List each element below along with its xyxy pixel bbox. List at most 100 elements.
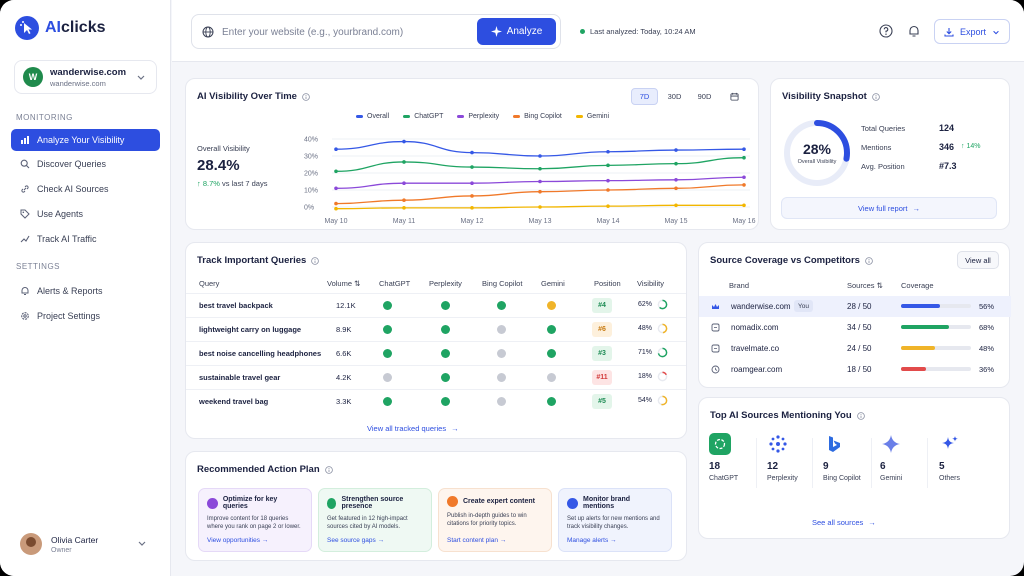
legend-swatch [513,115,521,118]
source-chatgpt[interactable]: 18 ChatGPT [709,433,769,482]
y-tick-label: 30% [304,154,318,161]
table-row[interactable]: best travel backpack 12.1K #4 62% [186,293,686,317]
check-icon [441,301,450,310]
view-all-button[interactable]: View all [957,251,999,269]
info-icon[interactable] [856,411,865,420]
table-row[interactable]: sustainable travel gear 4.2K #11 18% [186,365,686,389]
analyze-button[interactable]: Analyze [477,18,556,45]
export-button[interactable]: Export [934,19,1010,44]
bell-icon [21,287,29,295]
coverage-row[interactable]: wanderwise.com You 28 / 50 56% [699,296,1011,317]
volume-value: 4.2K [336,373,352,382]
source-name: Bing Copilot [823,475,861,482]
action-link[interactable]: See source gaps → [327,537,385,544]
legend-item[interactable]: Bing Copilot [513,113,562,120]
source-gemini[interactable]: 6 Gemini [880,433,940,482]
source-count: 5 [939,461,945,472]
action-card[interactable]: Optimize for key queries Improve content … [198,488,312,552]
stat-avg-position: Avg. Position #7.3 [861,161,957,171]
card-title: Visibility Snapshot [782,91,880,102]
header-volume[interactable]: Volume ⇅ [327,279,361,288]
table-row[interactable]: best noise cancelling headphones 6.6K #3 71… [186,341,686,365]
table-row[interactable]: weekend travel bag 3.3K #5 54% [186,389,686,413]
check-icon [441,373,450,382]
sidebar-item-sources[interactable]: Check AI Sources [11,178,160,200]
action-card[interactable]: Strengthen source presence Get featured i… [318,488,432,552]
bell-icon[interactable] [907,24,921,38]
minus-icon [497,325,506,334]
link-icon [21,185,29,193]
range-7d-button[interactable]: 7D [631,88,658,105]
see-all-sources-link[interactable]: See all sources → [812,518,876,527]
calendar-button[interactable] [721,88,748,105]
action-card[interactable]: Monitor brand mentions Set up alerts for … [558,488,672,552]
minus-icon [497,373,506,382]
info-icon[interactable] [872,92,880,101]
volume-value: 8.9K [336,325,352,334]
coverage-pct: 68% [979,323,995,332]
user-name: Olivia Carter [51,534,99,545]
check-icon [383,325,392,334]
coverage-row[interactable]: roamgear.com 18 / 50 36% [699,359,1011,380]
view-all-queries-link[interactable]: View all tracked queries → [367,424,459,433]
sidebar-item-label: Check AI Sources [37,184,109,194]
legend-label: Bing Copilot [524,113,562,120]
sidebar-item-label: Project Settings [37,311,101,321]
action-link[interactable]: Start content plan → [447,537,507,544]
card-title: Top AI Sources Mentioning You [710,410,865,421]
x-tick-label: May 13 [529,218,552,225]
sidebar-item-settings[interactable]: Project Settings [11,305,160,327]
x-tick-label: May 14 [597,218,620,225]
minus-icon [497,349,506,358]
info-icon[interactable] [324,465,333,474]
legend-item[interactable]: Overall [356,113,389,120]
stat-mentions: Mentions 346 ↑ 14% [861,142,981,152]
ring-progress [784,120,850,186]
coverage-row[interactable]: travelmate.co 24 / 50 48% [699,338,1011,359]
series-line [335,140,745,157]
workspace-switcher[interactable]: W wanderwise.com wanderwise.com [14,60,157,94]
header-visibility: Visibility [637,279,664,288]
coverage-row[interactable]: nomadix.com 34 / 50 68% [699,317,1011,338]
sort-icon: ⇅ [876,281,883,290]
ring-percent: 28% [802,141,832,157]
info-icon[interactable] [302,92,310,101]
action-icon [567,497,578,509]
sidebar-item-discover[interactable]: Discover Queries [11,153,160,175]
x-tick-label: May 15 [665,218,688,225]
source-others[interactable]: 5 Others [939,433,999,482]
workspace-name: wanderwise.com [50,66,127,78]
info-icon[interactable] [311,256,320,265]
sidebar-item-alerts[interactable]: Alerts & Reports [11,280,160,302]
query-text: sustainable travel gear [199,373,281,382]
range-90d-button[interactable]: 90D [697,92,712,101]
range-30d-button[interactable]: 30D [667,92,682,101]
sidebar-item-traffic[interactable]: Track AI Traffic [11,228,160,250]
info-icon[interactable] [865,256,873,265]
sidebar-item-agents[interactable]: Use Agents [11,203,160,225]
action-link[interactable]: Manage alerts → [567,537,617,544]
legend-label: ChatGPT [414,113,444,120]
source-perplexity[interactable]: 12 Perplexity [767,433,827,482]
action-card[interactable]: Create expert content Publish in-depth gu… [438,488,552,552]
sort-icon: ⇅ [354,279,361,288]
header-sources[interactable]: Sources ⇅ [847,281,883,290]
help-icon[interactable] [879,24,893,38]
sidebar-item-analyze[interactable]: Analyze Your Visibility [11,129,160,151]
legend-item[interactable]: Gemini [575,113,609,120]
source-bing[interactable]: 9 Bing Copilot [823,433,883,482]
table-row[interactable]: lightweight carry on luggage 8.9K #6 48% [186,317,686,341]
legend-item[interactable]: Perplexity [457,113,499,120]
user-menu[interactable]: Olivia Carter Owner [14,527,157,561]
view-full-report-button[interactable]: View full report → [781,197,997,219]
coverage-bar [901,346,971,350]
legend-item[interactable]: ChatGPT [403,113,443,120]
legend-label: Perplexity [468,113,500,120]
action-link[interactable]: View opportunities → [207,537,269,544]
position-badge: #3 [592,346,612,361]
check-icon [547,397,556,406]
logo[interactable]: AIclicks [15,16,105,40]
volume-value: 6.6K [336,349,352,358]
website-input[interactable] [222,23,472,41]
data-point [402,160,406,164]
